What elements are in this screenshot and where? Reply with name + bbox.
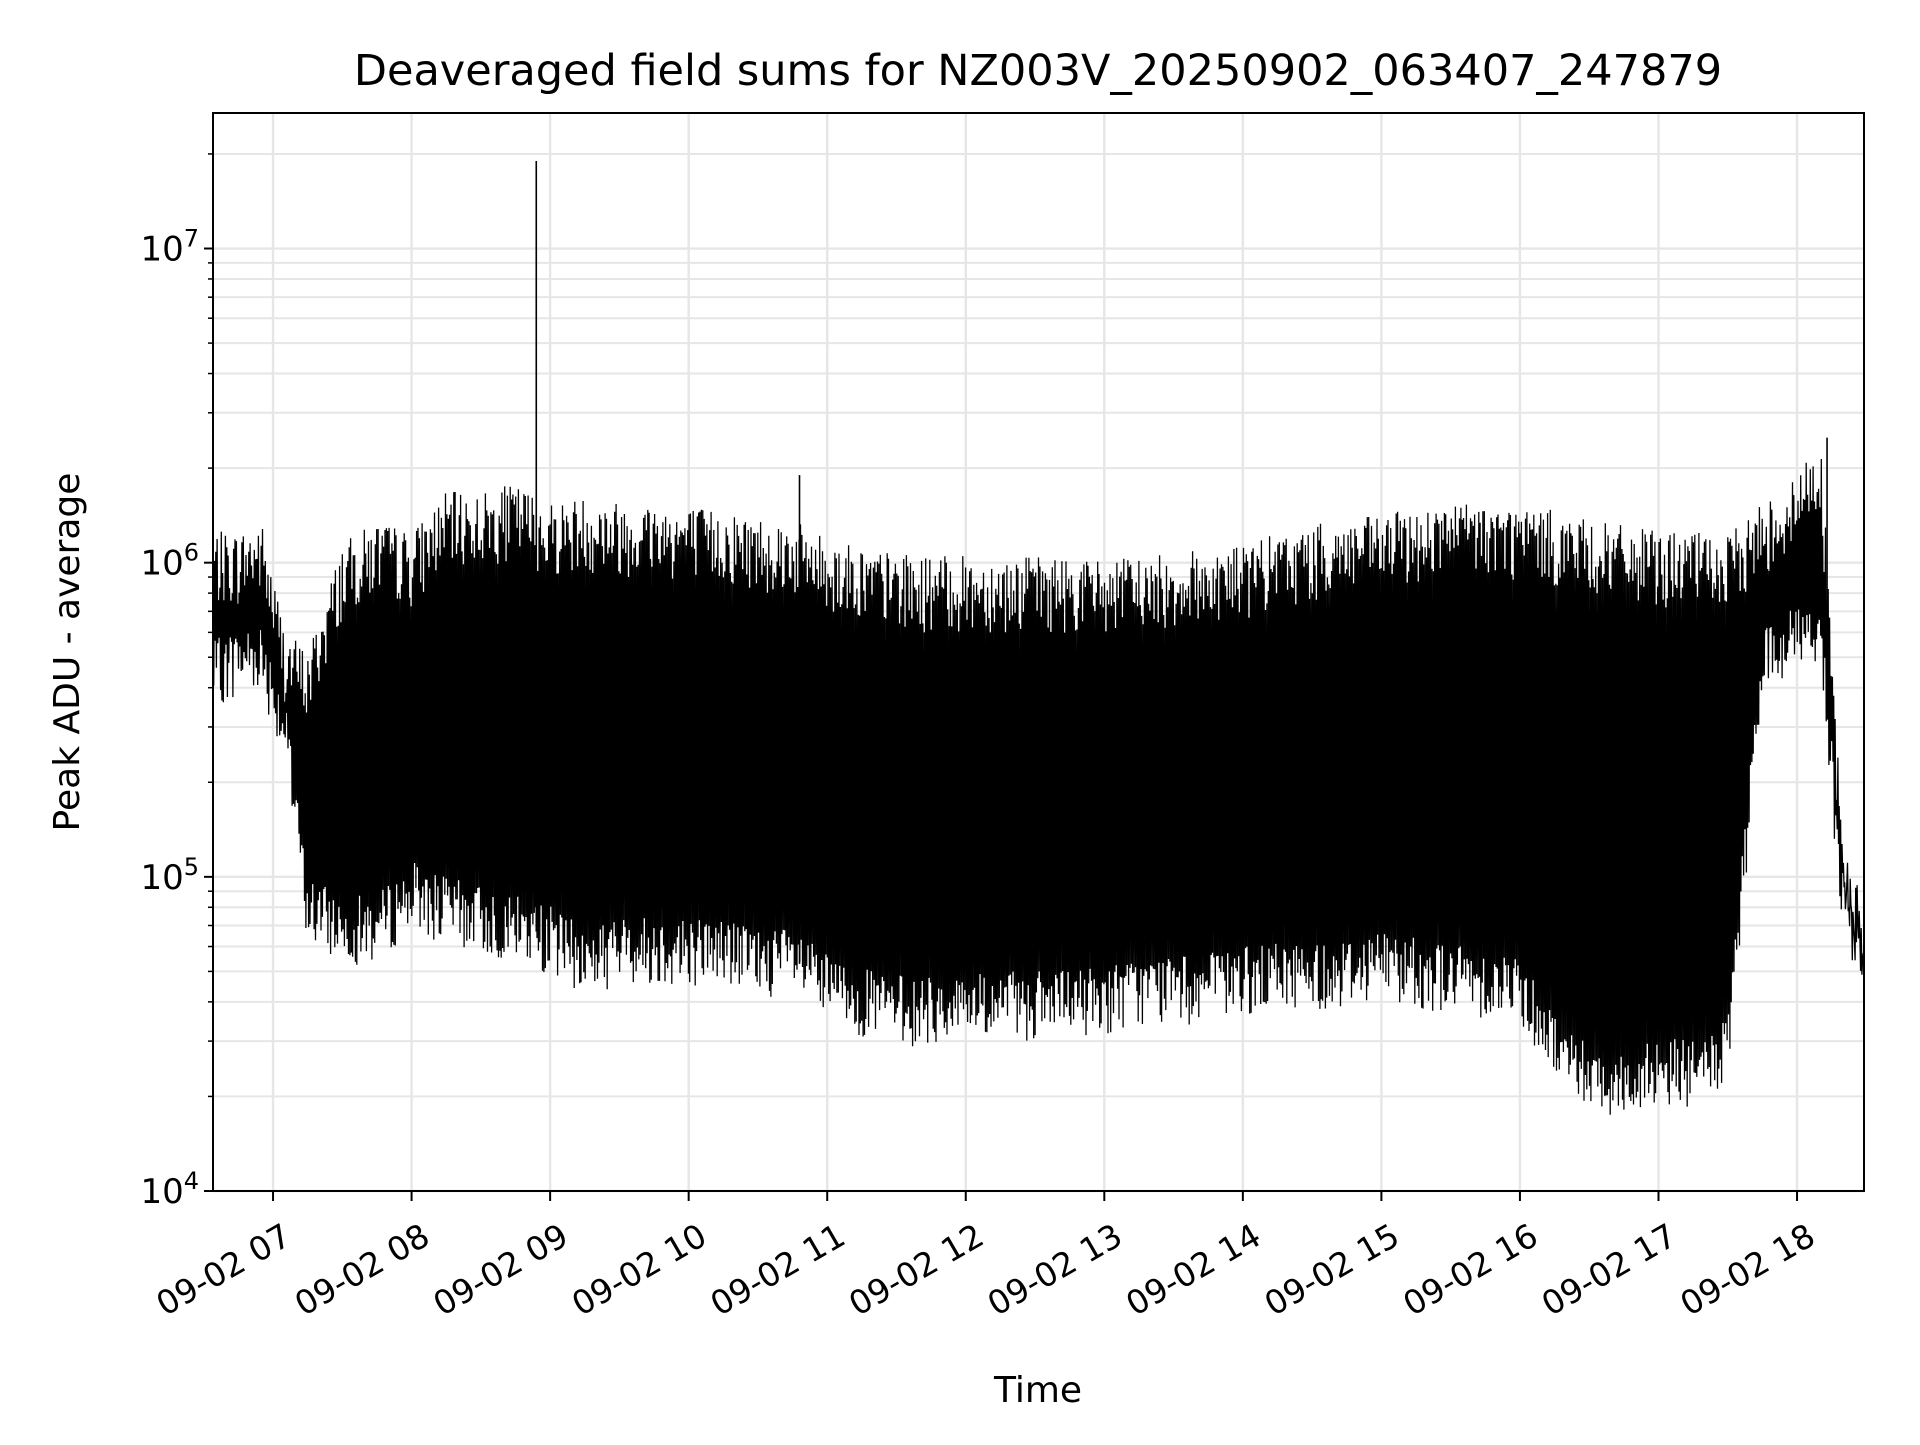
plot-area — [212, 160, 1865, 1115]
plot-frame — [212, 112, 1865, 1192]
y-tick-label: 104 — [140, 1167, 199, 1212]
x-axis-label: Time — [993, 1370, 1082, 1411]
chart-title: Deaveraged field sums for NZ003V_2025090… — [354, 46, 1722, 96]
y-tick-label: 105 — [140, 853, 199, 898]
y-tick-label: 106 — [140, 539, 199, 584]
y-tick-label: 107 — [140, 225, 199, 270]
series-line — [212, 458, 1865, 1115]
y-axis-label: Peak ADU - average — [47, 473, 88, 832]
